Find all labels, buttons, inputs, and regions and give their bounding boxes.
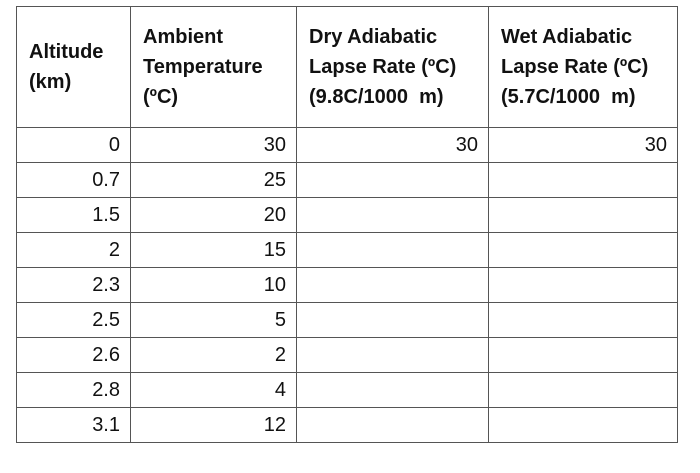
table-row: 2 15 [16,232,678,268]
empty-cell [488,407,678,443]
cell: 4 [130,372,297,408]
cell: 2.3 [16,267,131,303]
header-line: (km) [29,71,72,93]
header-line: (5.7C/1000 m) [501,86,636,108]
cell: 5 [130,302,297,338]
cell: 30 [130,127,297,163]
cell: 0.7 [16,162,131,198]
cell: 12 [130,407,297,443]
header-cell: Altitude (km) [16,6,131,128]
cell: 1.5 [16,197,131,233]
cell: 2 [130,337,297,373]
header-row: Altitude (km) Ambient Temperature (ºC) Dry Ad… [16,6,678,128]
empty-cell [296,337,489,373]
empty-cell [488,267,678,303]
empty-cell [296,267,489,303]
empty-cell [488,337,678,373]
cell: 2.8 [16,372,131,408]
table-row: 3.1 12 [16,407,678,443]
empty-cell [488,232,678,268]
cell: 2.6 [16,337,131,373]
empty-cell [296,232,489,268]
table-row: 2.3 10 [16,267,678,303]
empty-cell [296,162,489,198]
cell: 10 [130,267,297,303]
cell: 15 [130,232,297,268]
empty-cell [488,302,678,338]
empty-cell [488,197,678,233]
table-body: 0 30 30 30 0.7 25 1.5 20 2 15 2.3 10 2.5 5 2.6 2 2.8 4 3.1… [16,127,678,443]
cell: 2 [16,232,131,268]
cell: 25 [130,162,297,198]
header-line: Dry Adiabatic [309,26,438,48]
header-line: Wet Adiabatic [501,26,633,48]
header-cell: Wet Adiabatic Lapse Rate (ºC) (5.7C/1000 m… [488,6,678,128]
empty-cell [488,162,678,198]
cell: 30 [488,127,678,163]
header-line: (ºC) [143,86,179,108]
empty-cell [296,197,489,233]
table-row: 2.5 5 [16,302,678,338]
table-header: Altitude (km) Ambient Temperature (ºC) Dry Ad… [16,6,678,128]
table-row: 2.8 4 [16,372,678,408]
cell: 30 [296,127,489,163]
table-row: 2.6 2 [16,337,678,373]
table-row: 0.7 25 [16,162,678,198]
header-cell: Ambient Temperature (ºC) [130,6,297,128]
cell: 20 [130,197,297,233]
empty-cell [296,407,489,443]
cell: 0 [16,127,131,163]
table-row: 1.5 20 [16,197,678,233]
header-cell: Dry Adiabatic Lapse Rate (ºC) (9.8C/1000 m… [296,6,489,128]
header-line: (9.8C/1000 m) [309,86,444,108]
empty-cell [296,302,489,338]
header-line: Temperature [143,56,263,78]
table-row: 0 30 30 30 [16,127,678,163]
data-table: Altitude (km) Ambient Temperature (ºC) Dry Ad… [16,6,678,443]
header-line: Lapse Rate (ºC) [309,56,457,78]
empty-cell [296,372,489,408]
header-line: Altitude [29,41,104,63]
header-line: Ambient [143,26,223,48]
empty-cell [488,372,678,408]
header-line: Lapse Rate (ºC) [501,56,649,78]
cell: 3.1 [16,407,131,443]
cell: 2.5 [16,302,131,338]
